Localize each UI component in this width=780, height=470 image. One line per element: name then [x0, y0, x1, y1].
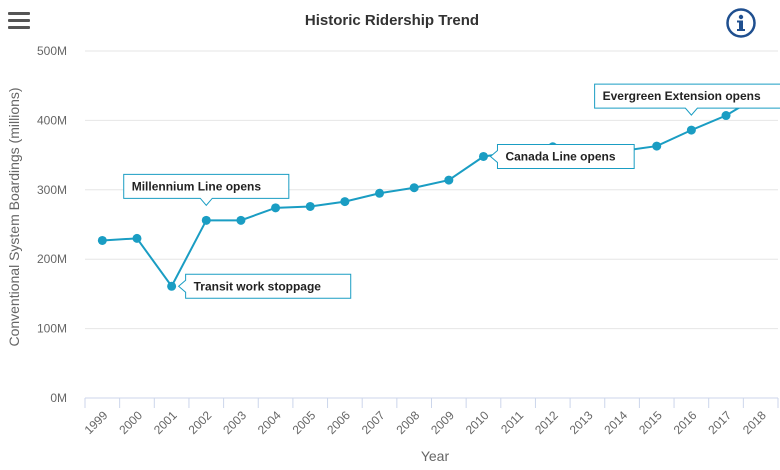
x-tick-label: 2003: [220, 408, 249, 437]
chart-title: Historic Ridership Trend: [305, 12, 479, 29]
x-tick-label: 2008: [394, 408, 423, 437]
data-point-2003[interactable]: [236, 215, 246, 225]
y-tick-label: 500M: [37, 44, 67, 58]
data-point-2006[interactable]: [340, 197, 350, 207]
x-tick-label: 2000: [116, 408, 145, 437]
x-tick-label: 2013: [567, 408, 596, 437]
data-point-2004[interactable]: [271, 203, 281, 213]
annotations: Transit work stoppage Millennium Line ope…: [123, 83, 780, 299]
y-tick-label: 400M: [37, 113, 67, 127]
series-line: [102, 93, 762, 289]
data-point-2016[interactable]: [686, 125, 696, 135]
data-point-2008[interactable]: [409, 183, 419, 193]
y-axis-ticks: 0M 100M 200M 300M 400M 500M: [37, 44, 67, 405]
annotation-callout: Evergreen Extension opens: [594, 83, 780, 116]
data-point-2001[interactable]: [167, 281, 177, 291]
data-point-2017[interactable]: [721, 111, 731, 121]
data-point-2010[interactable]: [478, 151, 488, 161]
x-tick-label: 2001: [151, 408, 180, 437]
annotation-callout: Millennium Line opens: [123, 173, 290, 207]
data-point-2007[interactable]: [375, 188, 385, 198]
x-tick-label: 2018: [740, 408, 769, 437]
x-tick-label: 2011: [498, 408, 526, 436]
data-point-2000[interactable]: [132, 233, 142, 243]
annotation-label: Transit work stoppage: [194, 279, 322, 293]
annotation-label: Evergreen Extension opens: [603, 89, 761, 103]
annotation-box: [123, 173, 290, 207]
y-tick-label: 300M: [37, 183, 67, 197]
x-tick-label: 2007: [359, 408, 388, 437]
x-axis-ticks: 1999 2000 2001 2002 2003 2004 2005 2006 2007 2008…: [82, 397, 779, 437]
annotation-box: [594, 83, 780, 116]
data-point-2002[interactable]: [201, 215, 211, 225]
y-tick-label: 200M: [37, 252, 67, 266]
x-tick-label: 2017: [705, 408, 734, 437]
x-tick-label: 2005: [290, 408, 319, 437]
x-tick-label: 2012: [532, 408, 561, 437]
data-point-1999[interactable]: [97, 235, 107, 245]
annotation-callout: Canada Line opens: [489, 143, 635, 169]
data-point-2005[interactable]: [305, 201, 315, 211]
data-point-2009[interactable]: [444, 175, 454, 185]
data-point-2015[interactable]: [652, 141, 662, 151]
x-tick-label: 2014: [601, 408, 630, 437]
x-tick-label: 2010: [463, 408, 492, 437]
x-tick-label: 2004: [255, 408, 284, 437]
x-axis-title: Year: [421, 448, 450, 464]
x-tick-label: 2009: [428, 408, 457, 437]
annotation-callout: Transit work stoppage: [177, 273, 352, 299]
y-tick-label: 0M: [50, 391, 67, 405]
y-axis-title: Conventional System Boardings (millions): [6, 87, 22, 346]
x-tick-label: 2002: [186, 408, 215, 437]
annotation-label: Millennium Line opens: [132, 179, 262, 193]
annotation-box: [177, 273, 352, 299]
annotation-box: [489, 143, 635, 169]
x-tick-label: 1999: [82, 408, 111, 437]
hamburger-menu-icon[interactable]: [8, 12, 30, 30]
info-icon[interactable]: [726, 8, 756, 38]
x-tick-label: 2015: [636, 408, 665, 437]
annotation-label: Canada Line opens: [505, 149, 615, 163]
x-tick-label: 2006: [324, 408, 353, 437]
y-tick-label: 100M: [37, 322, 67, 336]
x-tick-label: 2016: [671, 408, 700, 437]
